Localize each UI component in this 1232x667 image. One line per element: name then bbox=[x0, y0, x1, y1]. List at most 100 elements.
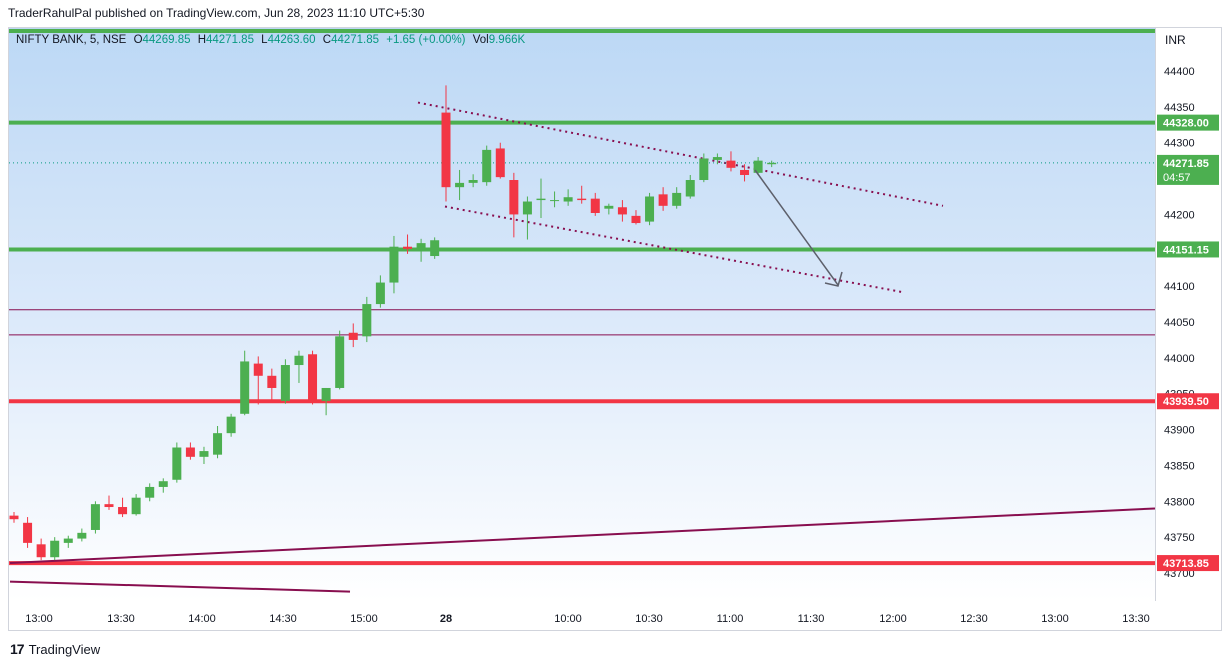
candle-body bbox=[240, 361, 250, 414]
candle-body bbox=[348, 332, 358, 340]
candle-body bbox=[158, 481, 168, 487]
x-tick-label: 11:00 bbox=[717, 613, 744, 625]
close-key: C bbox=[322, 34, 332, 46]
price-tag-bg bbox=[1157, 241, 1219, 258]
candle-body bbox=[389, 246, 399, 283]
candle-body bbox=[522, 201, 532, 215]
tradingview-branding[interactable]: 17 TradingView bbox=[10, 641, 100, 657]
candle-body bbox=[495, 148, 505, 178]
y-tick-label: 44100 bbox=[1164, 281, 1195, 293]
y-tick-label: 43850 bbox=[1164, 460, 1195, 472]
candle-body bbox=[604, 205, 614, 209]
low-value: 44263.60 bbox=[267, 34, 316, 46]
currency-label: INR bbox=[1165, 33, 1186, 47]
current-price-tag-label: 44271.85 bbox=[1163, 158, 1209, 170]
tradingview-logo-text: TradingView bbox=[28, 641, 101, 657]
trend-line-dotted bbox=[417, 101, 944, 207]
candle-body bbox=[131, 497, 141, 515]
price-tag-bg bbox=[1157, 393, 1219, 410]
forecast-arrow-shaft bbox=[754, 169, 839, 286]
candle-body bbox=[416, 243, 426, 251]
y-tick-label: 43900 bbox=[1164, 425, 1195, 437]
candle-body bbox=[104, 504, 114, 508]
candle-body bbox=[726, 160, 736, 168]
candle-body bbox=[50, 540, 60, 558]
candle-body bbox=[672, 192, 682, 206]
price-tag-label: 43713.85 bbox=[1163, 558, 1209, 570]
x-tick-label: 11:30 bbox=[798, 613, 825, 625]
price-tag-label: 44328.00 bbox=[1163, 118, 1209, 130]
price-tag-label: 44151.15 bbox=[1163, 244, 1209, 256]
candle-body bbox=[172, 447, 182, 480]
symbol-label[interactable]: NIFTY BANK, 5, NSE bbox=[16, 34, 127, 46]
volume-key: Vol bbox=[472, 34, 489, 46]
candle-body bbox=[23, 522, 33, 543]
current-price-tag-bg bbox=[1157, 154, 1219, 185]
candle-body bbox=[645, 196, 655, 222]
candle-body bbox=[77, 532, 87, 539]
candle-body bbox=[280, 365, 290, 401]
candle-body bbox=[430, 240, 440, 257]
candle-body bbox=[482, 149, 492, 183]
price-tag-bg bbox=[1157, 114, 1219, 131]
chart-frame bbox=[8, 27, 1222, 631]
candle-body bbox=[577, 198, 587, 201]
y-tick-label: 44350 bbox=[1164, 102, 1195, 114]
candle-body bbox=[253, 363, 263, 376]
trend-line-solid bbox=[9, 580, 351, 593]
candle-body bbox=[712, 157, 722, 160]
candle-body bbox=[375, 282, 385, 305]
open-value: 44269.85 bbox=[142, 34, 191, 46]
candle-body bbox=[455, 182, 465, 188]
candle-body bbox=[699, 158, 709, 181]
x-tick-label: 10:00 bbox=[554, 613, 582, 625]
candle-body bbox=[90, 504, 100, 530]
close-value: 44271.85 bbox=[331, 34, 380, 46]
candle-body bbox=[403, 246, 413, 249]
candle-body bbox=[118, 507, 128, 515]
x-tick-label: 14:30 bbox=[269, 613, 297, 625]
candle-body bbox=[294, 355, 304, 366]
y-tick-label: 43750 bbox=[1164, 532, 1195, 544]
y-tick-label: 43800 bbox=[1164, 496, 1195, 508]
candle-body bbox=[740, 169, 750, 175]
candle-body bbox=[267, 375, 277, 388]
x-tick-label: 15:00 bbox=[350, 613, 378, 625]
x-tick-label: 14:00 bbox=[188, 613, 216, 625]
x-tick-label: 12:00 bbox=[879, 613, 907, 625]
candle-body bbox=[321, 387, 331, 401]
tradingview-logo-icon: 17 bbox=[10, 641, 25, 657]
candle-body bbox=[468, 180, 478, 183]
x-tick-label: 13:30 bbox=[1122, 613, 1150, 625]
candle-body bbox=[509, 180, 519, 215]
x-tick-label: 28 bbox=[440, 613, 452, 625]
y-tick-label: 44050 bbox=[1164, 317, 1195, 329]
candle-body bbox=[226, 416, 236, 434]
candle-body bbox=[658, 194, 668, 206]
candle-body bbox=[362, 304, 372, 337]
candle-body bbox=[213, 433, 223, 455]
candle-body bbox=[185, 447, 195, 457]
candle-body bbox=[753, 160, 763, 173]
y-tick-label: 44000 bbox=[1164, 353, 1195, 365]
open-key: O bbox=[133, 34, 143, 46]
x-tick-label: 12:30 bbox=[960, 613, 988, 625]
candle-body bbox=[441, 112, 451, 188]
x-tick-label: 10:30 bbox=[635, 613, 663, 625]
high-value: 44271.85 bbox=[206, 34, 254, 46]
candle-body bbox=[536, 198, 546, 201]
publisher-line: TraderRahulPal published on TradingView.… bbox=[8, 6, 425, 20]
candle-body bbox=[9, 515, 19, 520]
x-tick-label: 13:00 bbox=[25, 613, 53, 625]
candle-body bbox=[335, 336, 345, 388]
candle-body bbox=[617, 207, 627, 215]
price-tag-bg bbox=[1157, 555, 1219, 572]
plot-layer bbox=[9, 29, 1155, 593]
ohlc-legend: NIFTY BANK, 5, NSE O44269.85 H44271.85 L… bbox=[16, 34, 525, 46]
candle-body bbox=[550, 200, 560, 202]
forecast-arrow-head bbox=[824, 271, 843, 287]
candle-body bbox=[685, 180, 695, 197]
candle-body bbox=[63, 538, 73, 543]
candle-body bbox=[631, 215, 641, 224]
